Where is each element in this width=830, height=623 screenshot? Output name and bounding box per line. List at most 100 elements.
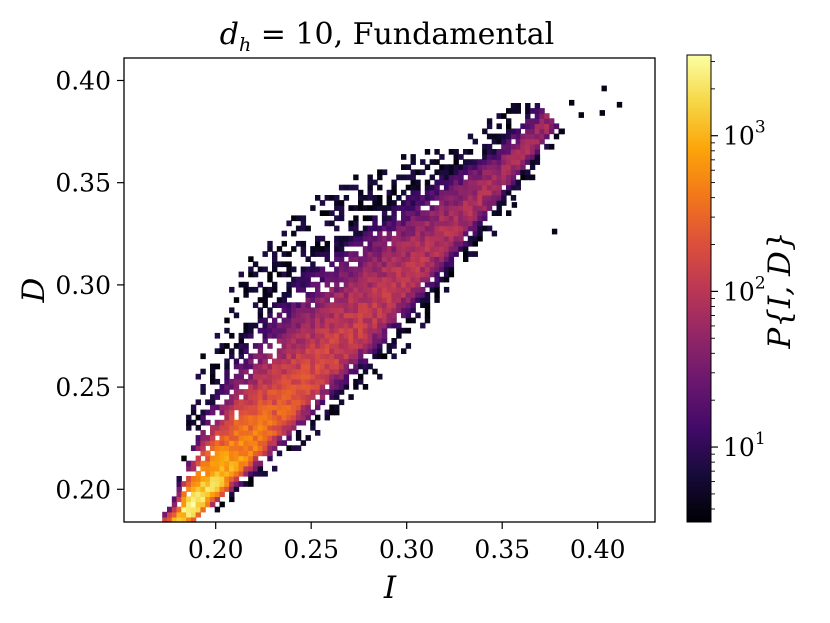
heatmap-cell [458, 200, 464, 206]
heatmap-cell [343, 338, 350, 344]
heatmap-cell [248, 322, 254, 329]
heatmap-cell [334, 404, 340, 411]
heatmap-cell [233, 465, 240, 472]
heatmap-cell [257, 450, 264, 457]
heatmap-cell [329, 368, 335, 375]
heatmap-cell [334, 215, 340, 222]
heatmap-cell [233, 460, 240, 467]
heatmap-cell [415, 220, 421, 227]
heatmap-cell [319, 368, 326, 375]
heatmap-cell [210, 491, 216, 498]
heatmap-cell [281, 424, 287, 431]
heatmap-cell [315, 292, 321, 298]
heatmap-cell [267, 389, 273, 395]
heatmap-cell [281, 317, 287, 324]
heatmap-cell [362, 297, 369, 303]
heatmap-cell [520, 138, 526, 145]
heatmap-cell [429, 261, 435, 268]
heatmap-cell [534, 113, 541, 119]
heatmap-cell [477, 230, 483, 237]
heatmap-cell [262, 266, 268, 273]
heatmap-cell [539, 108, 545, 114]
heatmap-cell [429, 195, 435, 201]
heatmap-cell [295, 332, 302, 339]
heatmap-cell [510, 128, 517, 135]
heatmap-cell [401, 205, 407, 211]
heatmap-cell [310, 378, 316, 385]
heatmap-cell [210, 399, 216, 406]
heatmap-cell [367, 327, 373, 334]
heatmap-cell [324, 389, 330, 395]
heatmap-cell [319, 353, 326, 360]
heatmap-cell [443, 230, 450, 237]
heatmap-cell [205, 481, 211, 487]
heatmap-cell [377, 348, 383, 355]
heatmap-cell [286, 368, 292, 375]
heatmap-cell [272, 394, 278, 400]
heatmap-cell [439, 235, 445, 242]
heatmap-cell [463, 210, 469, 217]
heatmap-cell [324, 358, 330, 365]
heatmap-cell [281, 343, 287, 349]
heatmap-cell [262, 445, 268, 452]
heatmap-cell [319, 302, 326, 309]
heatmap-cell [377, 281, 383, 288]
heatmap-cell [391, 240, 397, 247]
heatmap-cell [391, 271, 397, 278]
heatmap-cell [267, 307, 273, 314]
heatmap-cell [367, 343, 373, 349]
heatmap-cell [272, 322, 278, 329]
heatmap-cell [224, 414, 230, 421]
heatmap-cell [210, 465, 216, 472]
heatmap-cell [396, 174, 402, 181]
heatmap-cell [434, 220, 440, 227]
heatmap-cell [310, 389, 316, 395]
heatmap-cell [224, 399, 230, 406]
heatmap-cell [477, 235, 483, 242]
heatmap-cell [410, 246, 416, 252]
heatmap-cell [353, 322, 359, 329]
heatmap-cell [243, 460, 249, 467]
heatmap-cell [391, 200, 397, 206]
heatmap-cell [410, 256, 416, 263]
heatmap-cell [248, 394, 254, 400]
heatmap-cell [329, 286, 335, 293]
heatmap-cell [257, 307, 264, 314]
heatmap-cell [262, 389, 268, 395]
heatmap-cell [401, 307, 407, 314]
heatmap-cell [506, 184, 512, 191]
heatmap-cell [272, 409, 278, 416]
heatmap-cell [233, 440, 240, 446]
heatmap-cell [405, 251, 412, 257]
heatmap-cell [472, 215, 478, 222]
heatmap-cell [300, 358, 307, 365]
heatmap-cell [295, 445, 302, 452]
heatmap-cell [520, 133, 526, 140]
heatmap-cell [515, 154, 521, 160]
heatmap-cell [286, 389, 292, 395]
heatmap-cell [439, 200, 445, 206]
heatmap-cell [396, 230, 402, 237]
heatmap-cell [262, 424, 268, 431]
heatmap-cell [386, 307, 392, 314]
heatmap-cell [405, 256, 412, 263]
heatmap-cell [238, 465, 244, 472]
colorbar-tick-label: 102 [723, 273, 766, 306]
heatmap-cell [224, 343, 230, 349]
heatmap-cell [252, 368, 259, 375]
heatmap-cell [291, 378, 297, 385]
heatmap-cell [219, 491, 225, 498]
heatmap-cell [467, 205, 474, 211]
heatmap-cell [319, 266, 326, 273]
heatmap-cell [448, 240, 455, 247]
heatmap-cell [391, 292, 397, 298]
heatmap-cell [501, 133, 507, 140]
heatmap-cell [401, 225, 407, 232]
heatmap-cell [267, 455, 273, 462]
heatmap-cell [362, 230, 369, 237]
heatmap-cell [534, 123, 541, 130]
heatmap-cell [238, 389, 244, 395]
heatmap-cell [467, 200, 474, 206]
heatmap-cell [515, 164, 521, 171]
heatmap-cell [386, 189, 392, 196]
